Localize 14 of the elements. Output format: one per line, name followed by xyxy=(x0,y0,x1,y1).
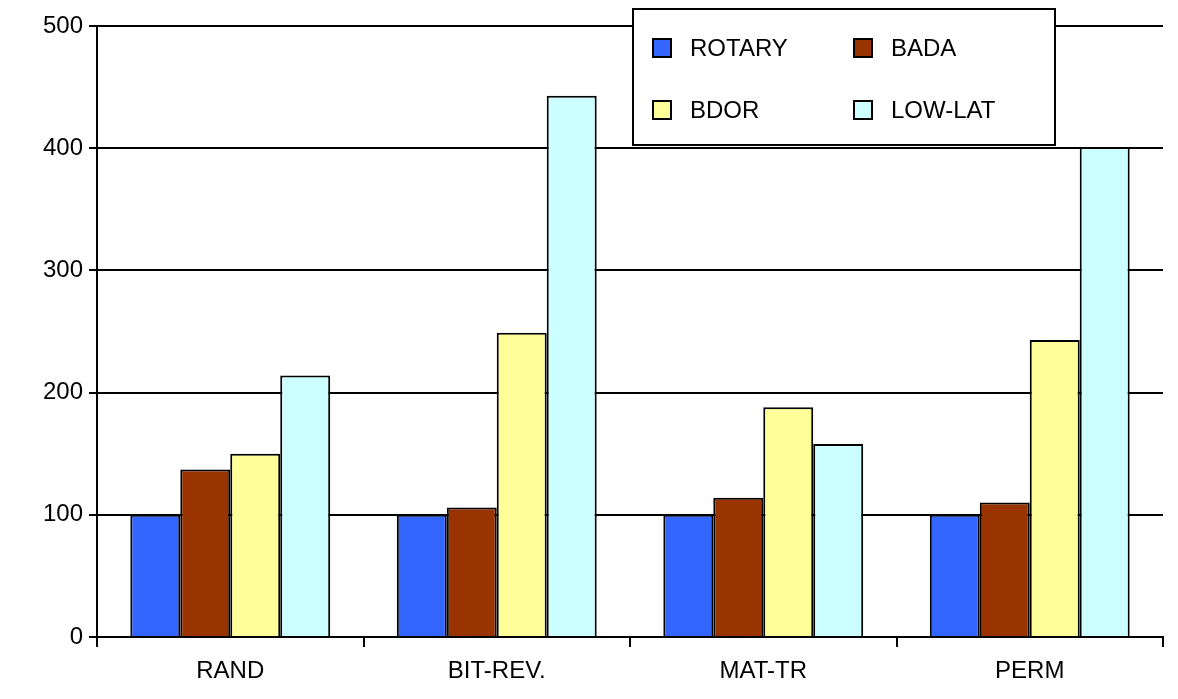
y-tick-label: 200 xyxy=(42,377,83,405)
legend-label: BDOR xyxy=(690,96,760,124)
y-tick-label: 500 xyxy=(42,10,83,38)
y-tick-label: 100 xyxy=(42,499,83,527)
legend-label: BADA xyxy=(891,34,957,62)
x-tick-label: MAT-TR xyxy=(719,656,808,684)
x-tick-label: RAND xyxy=(196,656,265,684)
legend-label: ROTARY xyxy=(690,34,788,62)
x-tick-label: PERM xyxy=(995,656,1065,684)
y-tick-label: 400 xyxy=(42,132,83,160)
y-tick-label: 300 xyxy=(42,255,83,283)
legend-label: LOW-LAT xyxy=(891,96,996,124)
y-tick-label: 0 xyxy=(69,621,83,649)
x-tick-label: BIT-REV. xyxy=(447,656,546,684)
